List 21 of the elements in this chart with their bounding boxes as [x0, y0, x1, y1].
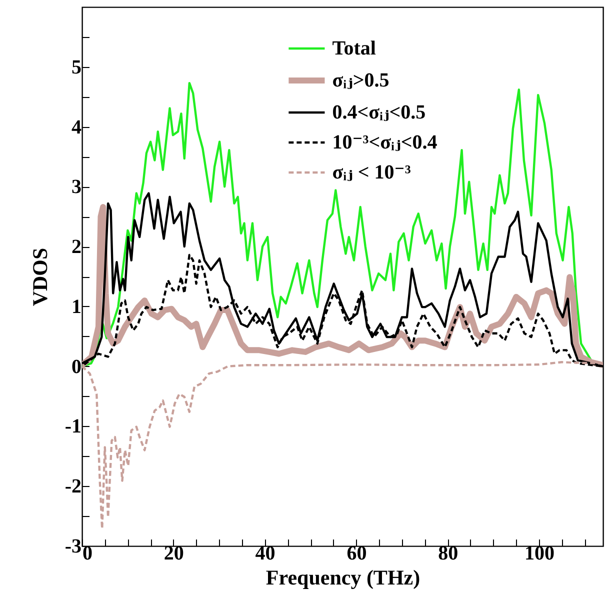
- x-tick-label: 40: [255, 542, 276, 564]
- x-tick-label: 60: [346, 542, 367, 564]
- x-tick-label: 80: [438, 542, 458, 564]
- x-axis-title: Frequency (THz): [266, 566, 420, 590]
- y-tick-label: -1: [64, 416, 82, 438]
- x-tick-label: 20: [164, 542, 184, 564]
- y-tick-label: 1: [72, 296, 82, 318]
- x-tick-label: 100: [524, 542, 555, 564]
- legend-label: Total: [332, 38, 376, 60]
- y-tick-label: 4: [72, 116, 82, 138]
- y-tick-label: 0: [72, 356, 82, 378]
- y-tick-label: -3: [64, 536, 82, 558]
- y-tick-label: -2: [64, 476, 82, 498]
- y-tick-label: 2: [72, 236, 82, 258]
- y-tick-label: 5: [72, 56, 82, 78]
- legend-label: 10⁻³<σᵢⱼ<0.4: [332, 132, 438, 154]
- legend-label: 0.4<σᵢⱼ<0.5: [332, 102, 426, 124]
- legend-label: σᵢⱼ>0.5: [332, 70, 390, 92]
- legend-label: σᵢⱼ < 10⁻³: [332, 162, 411, 184]
- y-axis-title: VDOS: [28, 248, 52, 306]
- y-tick-label: 3: [72, 176, 82, 198]
